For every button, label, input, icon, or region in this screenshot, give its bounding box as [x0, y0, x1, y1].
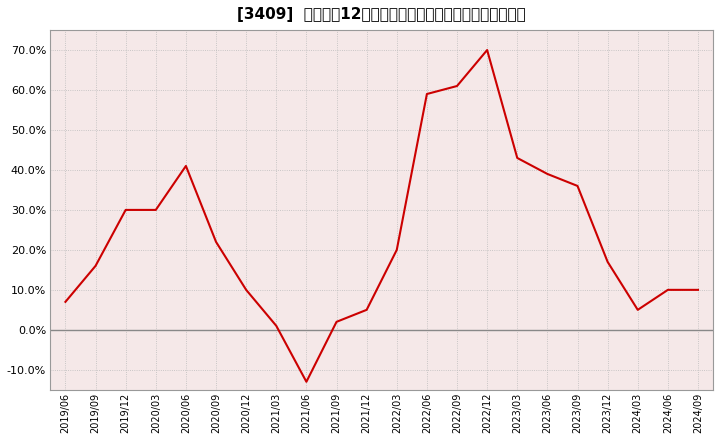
- Title: [3409]  売上高の12か月移動合計の対前年同期増減率の推移: [3409] 売上高の12か月移動合計の対前年同期増減率の推移: [238, 7, 526, 22]
